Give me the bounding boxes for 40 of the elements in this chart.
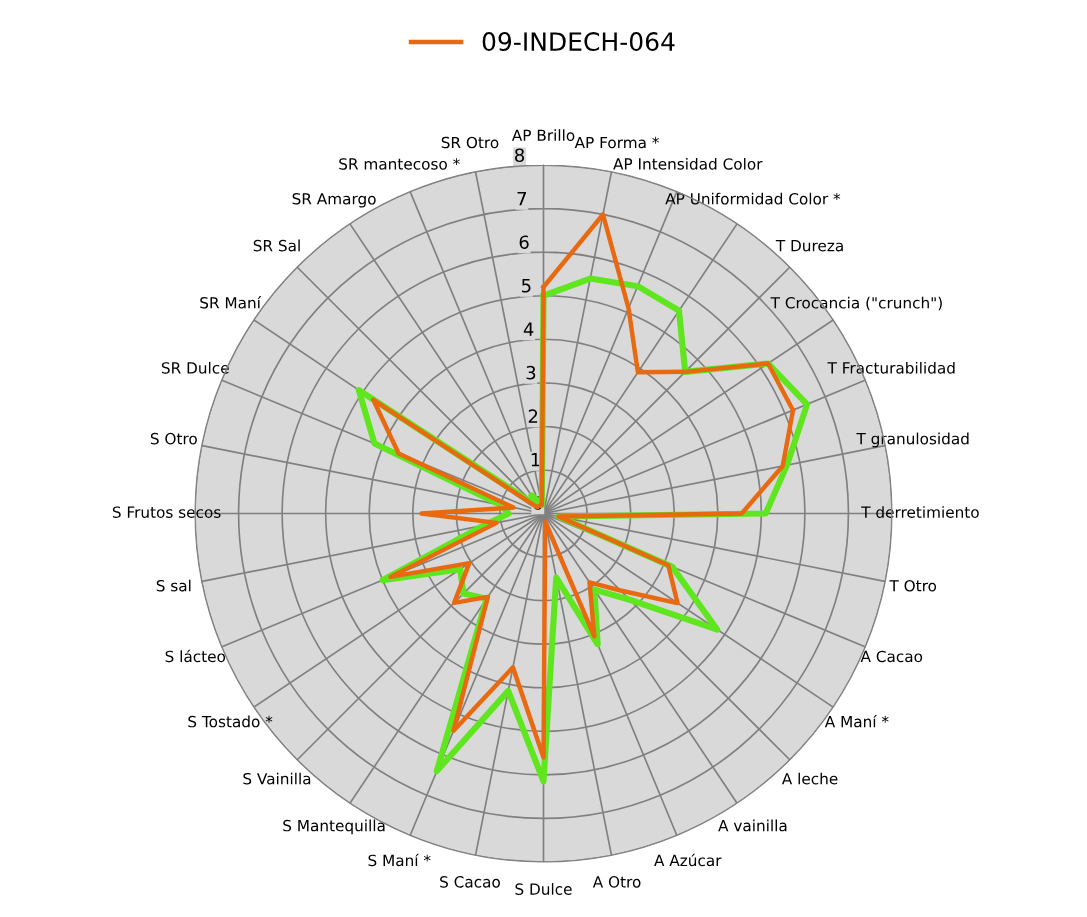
y-tick-label: 8 (515, 148, 525, 163)
spoke-label: S lácteo (165, 649, 226, 663)
spoke-label: A vainilla (718, 819, 787, 832)
y-tick-label: 5 (522, 279, 531, 293)
spoke-label: AP Uniformidad Color * (665, 192, 841, 205)
spoke-label: S Tostado * (188, 715, 273, 728)
spoke-label: S Vainilla (243, 772, 311, 785)
legend-label: 09-INDECH-064 (482, 32, 675, 52)
spoke-label: T Fracturabilidad (827, 361, 955, 374)
spoke-label: AP Forma * (574, 136, 660, 149)
spoke-label: A Otro (592, 876, 641, 888)
spoke-label: SR Sal (253, 239, 300, 252)
spoke-label: T granulosidad (856, 432, 969, 448)
y-tick-label: 3 (526, 365, 536, 380)
spoke-label: A Azúcar (654, 853, 722, 867)
y-tick-label: 6 (519, 235, 529, 250)
spoke-label: S Dulce (515, 883, 572, 895)
spoke-label: AP Brillo (511, 129, 575, 142)
spoke-label: S Mantequilla (283, 819, 385, 835)
spoke-label: S Otro (150, 432, 197, 445)
spoke-label: S Cacao (440, 876, 500, 888)
y-tick-label: 4 (523, 322, 534, 336)
spoke-label: A Cacao (860, 650, 923, 663)
spoke-label: AP Intensidad Color (613, 157, 763, 170)
spoke-label: T Dureza (775, 240, 843, 252)
spoke-label: SR Amargo (292, 192, 376, 208)
spoke-label: S Frutos secos (112, 506, 221, 518)
spoke-label: A leche (781, 772, 838, 785)
spoke-label: T Otro (889, 579, 937, 592)
spoke-label: SR Maní (200, 296, 262, 309)
y-tick-label: 2 (528, 409, 538, 423)
spoke-label: A Maní * (824, 714, 889, 728)
spoke-label: S sal (156, 579, 191, 592)
spoke-label: SR Otro (441, 136, 499, 149)
spoke-label: T derretimiento (861, 506, 979, 518)
spoke-label: S Maní * (368, 853, 431, 867)
spoke-label: SR Dulce (161, 361, 229, 374)
spoke-label: SR mantecoso * (339, 158, 460, 170)
spoke-label: T Crocancia ("crunch") (770, 296, 942, 311)
y-tick-label: 7 (517, 192, 526, 206)
